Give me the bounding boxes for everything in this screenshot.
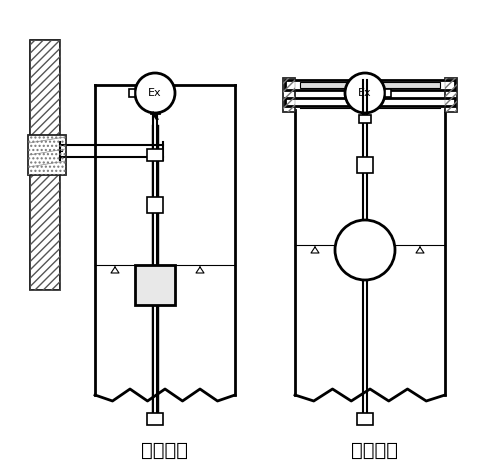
Bar [28, 135, 66, 175]
Text: 架装固定: 架装固定 [142, 441, 188, 460]
Bar [147, 197, 163, 213]
Circle shape [135, 73, 175, 113]
Text: Ex: Ex [148, 88, 162, 98]
Bar [283, 78, 295, 112]
Bar [147, 149, 163, 161]
Circle shape [345, 73, 385, 113]
Text: Ex: Ex [358, 88, 372, 98]
Bar [30, 40, 60, 290]
Bar [357, 157, 373, 173]
Circle shape [335, 220, 395, 280]
Bar [445, 78, 457, 112]
Bar [357, 413, 373, 425]
Bar [285, 80, 455, 90]
Bar [30, 40, 60, 290]
Bar [359, 115, 371, 123]
Bar [285, 98, 455, 106]
Bar [445, 78, 457, 112]
Bar [129, 89, 135, 97]
Bar [147, 413, 163, 425]
Bar [28, 135, 66, 175]
Bar [385, 89, 391, 97]
Bar [300, 82, 440, 88]
Bar [283, 78, 295, 112]
Bar [135, 265, 175, 305]
Text: 法兰固定: 法兰固定 [352, 441, 399, 460]
